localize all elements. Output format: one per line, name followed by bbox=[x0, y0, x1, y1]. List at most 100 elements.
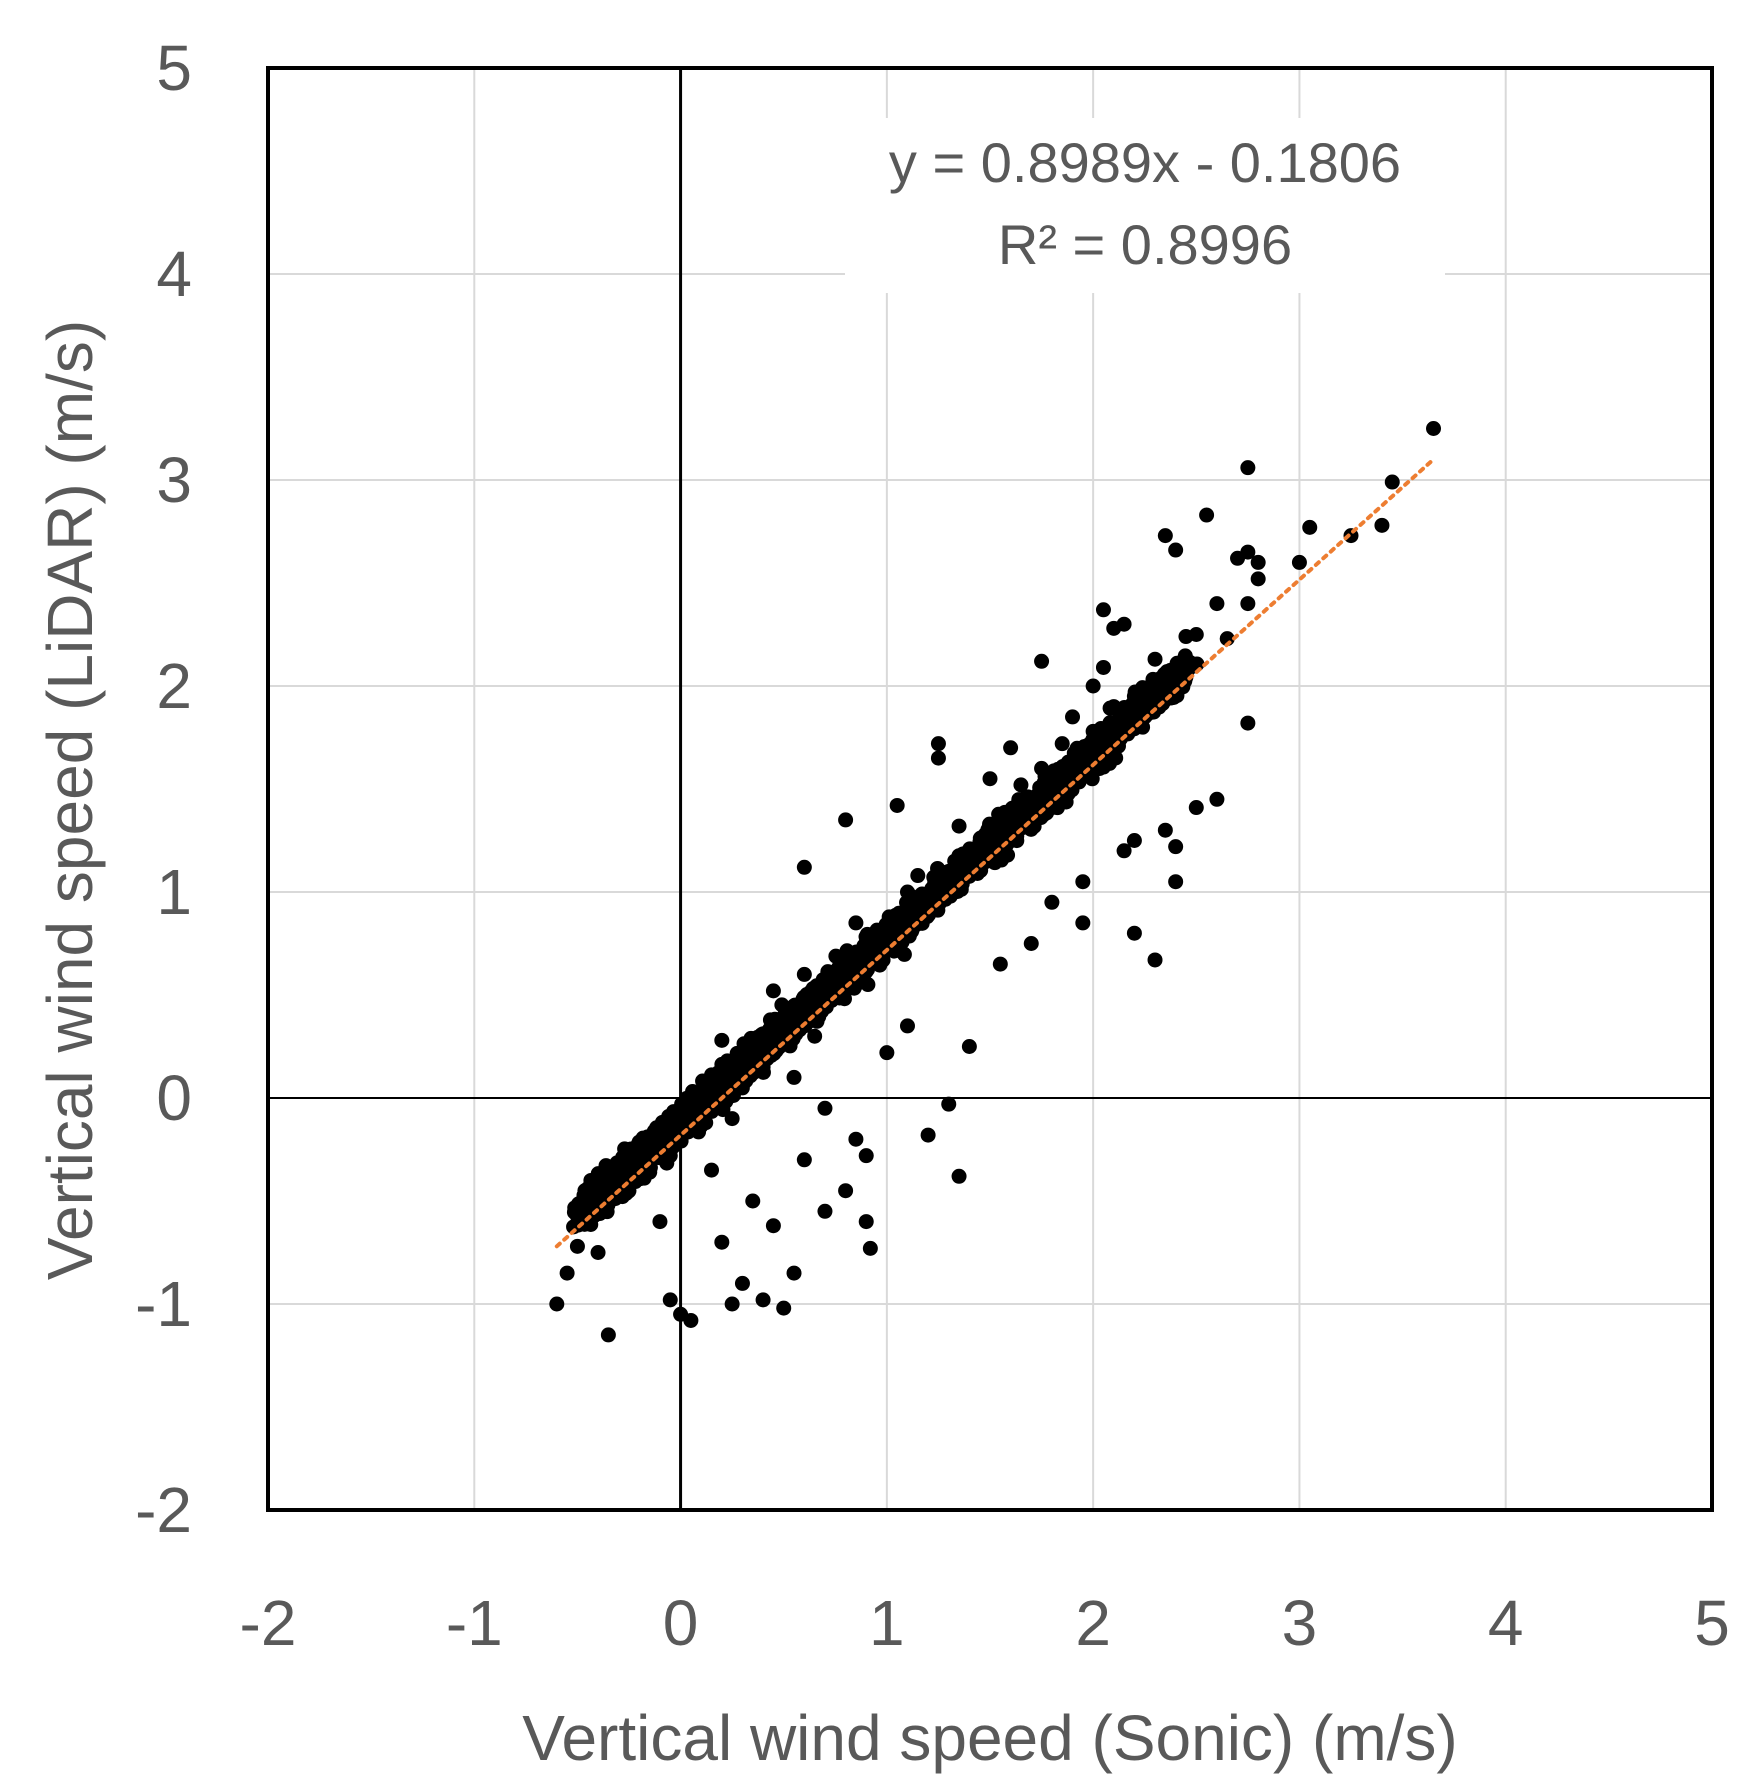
x-axis-label: Vertical wind speed (Sonic) (m/s) bbox=[522, 1702, 1457, 1774]
data-point bbox=[817, 1203, 833, 1219]
data-point bbox=[848, 915, 864, 931]
data-point bbox=[1106, 620, 1122, 636]
data-point bbox=[642, 1138, 658, 1154]
data-point bbox=[954, 858, 970, 874]
data-point bbox=[1374, 517, 1390, 533]
data-point bbox=[860, 977, 876, 993]
data-point bbox=[1005, 817, 1021, 833]
data-point bbox=[714, 1032, 730, 1048]
data-point bbox=[592, 1189, 608, 1205]
data-point bbox=[811, 1009, 827, 1025]
data-point bbox=[1126, 833, 1142, 848]
data-point bbox=[965, 850, 981, 866]
data-point bbox=[934, 869, 950, 885]
data-point bbox=[1023, 936, 1039, 951]
data-point bbox=[1240, 715, 1256, 731]
data-point bbox=[930, 750, 946, 766]
data-points bbox=[549, 421, 1442, 1343]
data-point bbox=[643, 1149, 659, 1165]
data-point bbox=[1126, 925, 1142, 941]
data-point bbox=[1013, 777, 1029, 793]
x-tick-label: -2 bbox=[240, 1587, 297, 1659]
data-point bbox=[807, 993, 823, 1009]
y-tick-label: -2 bbox=[135, 1474, 192, 1546]
y-tick-labels: -2 -1 0 1 2 3 4 5 bbox=[135, 32, 192, 1546]
data-point bbox=[928, 888, 944, 904]
data-point bbox=[992, 956, 1008, 972]
data-point bbox=[1188, 627, 1204, 642]
data-point bbox=[1250, 554, 1266, 570]
data-point bbox=[889, 797, 905, 813]
data-point bbox=[1250, 571, 1266, 587]
data-point bbox=[1044, 894, 1060, 910]
data-point bbox=[974, 835, 990, 851]
x-tick-label: 1 bbox=[869, 1587, 905, 1659]
data-point bbox=[630, 1143, 646, 1159]
data-point bbox=[1065, 709, 1081, 725]
y-tick-label: 3 bbox=[156, 444, 192, 516]
data-point bbox=[680, 1095, 696, 1111]
data-point bbox=[1095, 602, 1111, 618]
data-point bbox=[1157, 528, 1173, 544]
y-tick-label: 4 bbox=[156, 238, 192, 310]
data-point bbox=[1384, 474, 1400, 490]
data-point bbox=[796, 966, 812, 982]
data-point bbox=[600, 1327, 616, 1343]
data-point bbox=[848, 1131, 864, 1147]
data-point bbox=[765, 983, 781, 999]
data-point bbox=[1426, 421, 1442, 436]
data-point bbox=[791, 1017, 807, 1033]
data-point bbox=[1003, 740, 1019, 756]
data-point bbox=[858, 1148, 874, 1164]
x-tick-label: 3 bbox=[1282, 1587, 1318, 1659]
data-point bbox=[899, 1018, 915, 1034]
data-point bbox=[1091, 724, 1107, 740]
data-point bbox=[1075, 874, 1091, 890]
data-point bbox=[652, 1214, 668, 1230]
data-point bbox=[951, 1168, 967, 1184]
data-point bbox=[1168, 839, 1184, 855]
data-point bbox=[1157, 822, 1173, 838]
data-point bbox=[734, 1275, 750, 1291]
data-point bbox=[1084, 771, 1100, 787]
data-point bbox=[569, 1238, 585, 1254]
data-point bbox=[858, 1214, 874, 1230]
data-point bbox=[776, 1300, 792, 1316]
data-point bbox=[1182, 654, 1198, 670]
y-tick-label: -1 bbox=[135, 1268, 192, 1340]
x-tick-labels: -2 -1 0 1 2 3 4 5 bbox=[240, 1587, 1730, 1659]
data-point bbox=[704, 1162, 720, 1178]
data-point bbox=[724, 1296, 740, 1312]
data-point bbox=[590, 1245, 606, 1260]
data-point bbox=[1128, 699, 1144, 715]
data-point bbox=[1042, 786, 1058, 802]
data-point bbox=[817, 1100, 833, 1116]
data-point bbox=[1168, 874, 1184, 890]
x-tick-label: 4 bbox=[1488, 1587, 1524, 1659]
data-point bbox=[755, 1292, 771, 1308]
data-point bbox=[714, 1234, 730, 1250]
data-point bbox=[1143, 684, 1159, 700]
data-point bbox=[1209, 596, 1225, 612]
y-axis-label: Vertical wind speed (LiDAR) (m/s) bbox=[34, 320, 106, 1280]
data-point bbox=[1085, 678, 1101, 694]
data-point bbox=[1188, 800, 1204, 816]
data-point bbox=[1291, 554, 1307, 570]
data-point bbox=[864, 942, 880, 958]
x-tick-label: 0 bbox=[663, 1587, 699, 1659]
trendline-layer bbox=[554, 457, 1436, 1249]
data-point bbox=[1125, 710, 1141, 726]
data-point bbox=[796, 1152, 812, 1168]
data-point bbox=[662, 1292, 678, 1308]
data-point bbox=[930, 736, 946, 752]
data-point bbox=[659, 1155, 675, 1171]
data-point bbox=[1102, 755, 1118, 771]
data-point bbox=[581, 1196, 597, 1212]
x-tick-label: -1 bbox=[446, 1587, 503, 1659]
data-point bbox=[1054, 736, 1070, 752]
data-point bbox=[951, 818, 967, 834]
y-tick-label: 2 bbox=[156, 650, 192, 722]
data-point bbox=[549, 1296, 565, 1312]
